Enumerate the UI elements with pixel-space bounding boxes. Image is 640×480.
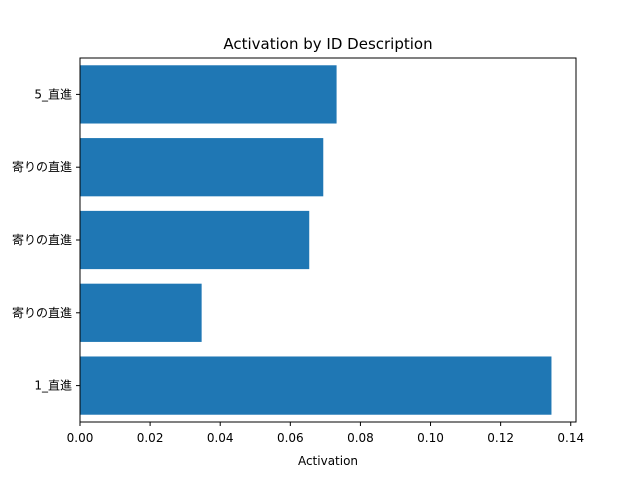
y-tick-label: 寄りの直進	[12, 232, 72, 247]
bars-group	[80, 65, 552, 415]
y-tick-label: 寄りの直進	[12, 159, 72, 174]
x-tick-label: 0.08	[347, 431, 374, 445]
bar	[80, 138, 324, 197]
x-tick-label: 0.00	[67, 431, 94, 445]
x-tick-label: 0.04	[207, 431, 234, 445]
chart-title: Activation by ID Description	[223, 35, 432, 53]
x-tick-label: 0.06	[277, 431, 304, 445]
x-tick-label: 0.12	[487, 431, 514, 445]
x-tick-label: 0.02	[137, 431, 164, 445]
y-tick-label: 1_直進	[34, 379, 72, 393]
x-axis-label: Activation	[298, 454, 358, 468]
bar	[80, 65, 337, 124]
y-tick-label: 寄りの直進	[12, 305, 72, 320]
x-tick-label: 0.14	[557, 431, 584, 445]
y-tick-label: 5_直進	[34, 87, 72, 101]
x-axis: 0.00 0.02 0.04 0.06 0.08 0.10 0.12 0.14	[67, 422, 584, 445]
bar	[80, 356, 552, 415]
bar	[80, 210, 310, 270]
x-tick-label: 0.10	[417, 431, 444, 445]
bar	[80, 283, 202, 342]
